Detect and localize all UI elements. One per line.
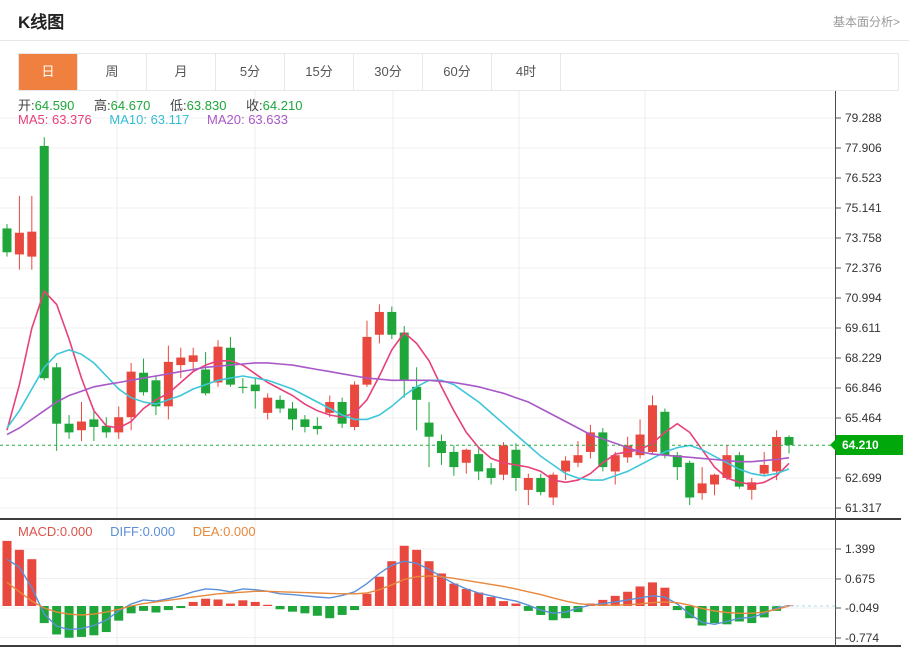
diff-label: DIFF:: [110, 524, 143, 539]
title-divider: [0, 40, 909, 41]
y-axis-label: 0.675: [845, 571, 876, 586]
ma-header: MA5: 63.376 MA10: 63.117 MA20: 63.633: [18, 112, 302, 127]
y-axis-line: [835, 91, 836, 647]
y-axis-tick: [835, 117, 841, 119]
tab-month[interactable]: 月: [147, 54, 216, 90]
y-axis-tick: [835, 357, 841, 359]
y-axis-label: 76.523: [845, 171, 882, 185]
y-axis-label: 77.906: [845, 140, 882, 155]
tab-60min[interactable]: 60分: [423, 54, 492, 90]
y-axis-tick: [835, 207, 841, 209]
high-label: 高:: [94, 98, 111, 113]
y-axis-tick: [835, 267, 841, 269]
ma10-value: 63.117: [150, 112, 190, 127]
y-axis-label: 75.141: [845, 200, 882, 215]
y-axis-label: -0.774: [845, 630, 880, 645]
y-axis-tick: [835, 297, 841, 299]
y-axis-label: 72.376: [845, 260, 882, 275]
panel-separator: [0, 518, 901, 520]
ohlc-header: 开:64.590 高:64.670 低:63.830 收:64.210: [18, 95, 318, 114]
ma20-label: MA20:: [206, 112, 245, 127]
y-axis-tick: [835, 147, 841, 149]
page-title: K线图: [18, 13, 65, 32]
y-axis-label: 69.611: [845, 320, 881, 335]
tab-day[interactable]: 日: [19, 54, 78, 90]
y-axis-tick: [835, 327, 841, 329]
fundamental-analysis-link[interactable]: 基本面分析>: [832, 15, 900, 29]
ma5-label: MA5:: [18, 112, 49, 127]
y-axis-label: 73.758: [845, 231, 882, 245]
y-axis-tick: [835, 507, 841, 509]
diff-value: 0.000: [142, 524, 176, 539]
ma10-label: MA10:: [109, 112, 147, 127]
main-candlestick-chart[interactable]: [0, 91, 835, 518]
y-axis-tick: [835, 237, 841, 239]
y-axis-label: 61.317: [845, 500, 882, 515]
y-axis-tick: [835, 637, 841, 638]
y-axis-tick: [835, 578, 841, 580]
y-axis-label: 70.994: [845, 290, 882, 305]
y-axis-label: 65.464: [845, 410, 882, 425]
current-price-value: 64.210: [842, 438, 879, 453]
macd-header: MACD:0.000 DIFF:0.000 DEA:0.000: [18, 524, 270, 539]
low-value: 63.830: [186, 98, 227, 113]
y-axis-label: 79.288: [845, 111, 882, 125]
macd-value: 0.000: [59, 524, 93, 539]
y-axis-tick: [835, 417, 841, 419]
y-axis-tick: [835, 477, 841, 479]
y-axis-tick: [835, 177, 841, 179]
y-axis-label: 1.399: [845, 542, 876, 557]
y-axis-label: 68.229: [845, 350, 882, 365]
tab-4hour[interactable]: 4时: [492, 54, 561, 90]
tab-30min[interactable]: 30分: [354, 54, 423, 90]
bottom-border: [0, 645, 901, 647]
close-label: 收:: [246, 98, 263, 113]
y-axis-tick: [835, 548, 841, 550]
close-value: 64.210: [262, 98, 303, 113]
tab-15min[interactable]: 15分: [285, 54, 354, 90]
period-tabs: 日周月 5分 15分 30分 60分 4时: [18, 53, 899, 91]
open-value: 64.590: [34, 98, 75, 113]
y-axis-label: -0.049: [845, 600, 880, 615]
ma20-value: 63.633: [248, 112, 288, 127]
macd-chart[interactable]: [0, 520, 835, 645]
dea-label: DEA:: [192, 524, 224, 539]
dea-value: 0.000: [223, 524, 256, 539]
high-value: 64.670: [110, 98, 151, 113]
tab-week[interactable]: 周: [78, 54, 147, 90]
ma5-value: 63.376: [51, 112, 92, 127]
macd-label: MACD:: [18, 524, 60, 539]
open-label: 开:: [18, 98, 35, 113]
current-price-badge: 64.210: [830, 435, 903, 456]
y-axis-tick: [835, 387, 841, 389]
low-label: 低:: [170, 98, 187, 113]
y-axis-tick: [835, 607, 841, 609]
y-axis-label: 62.699: [845, 470, 882, 485]
y-axis-label: 66.846: [845, 380, 882, 395]
tab-5min[interactable]: 5分: [216, 54, 285, 90]
